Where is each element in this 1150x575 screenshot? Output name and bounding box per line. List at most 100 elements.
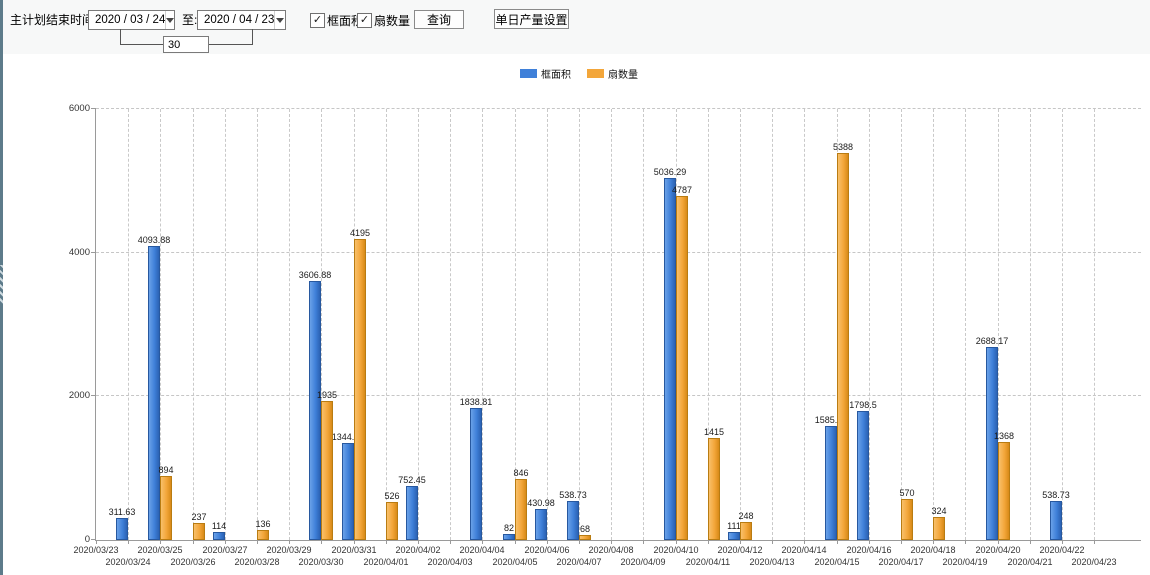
bar-value-label: 248 [738,511,754,521]
x-axis-tick [482,540,483,544]
bar-fan-count [998,442,1010,540]
x-gridline [386,109,387,540]
x-gridline [643,109,644,540]
bar-value-label: 4093.88 [137,235,171,245]
dropdown-arrow-button[interactable] [274,11,285,29]
x-axis-label: 2020/04/18 [910,545,956,555]
x-axis-label: 2020/04/22 [1039,545,1085,555]
y-axis-label: 0 [84,534,90,545]
y-axis-tick [91,539,96,540]
x-gridline [225,109,226,540]
x-axis-tick [515,540,516,544]
bar-frame-area [728,532,740,540]
checkbox-frame-area-label: 框面积 [327,14,364,28]
dropdown-arrow-icon [276,17,285,23]
bar-value-label: 5388 [832,142,854,152]
bar-value-label: 5036.29 [653,167,687,177]
bar-value-label: 324 [931,506,947,516]
chart-legend: 框面积 扇数量 [520,66,638,81]
x-axis-label: 2020/04/20 [975,545,1021,555]
bar-fan-count [579,535,591,540]
bar-value-label: 1415 [703,427,725,437]
x-gridline [998,109,999,540]
x-gridline [804,109,805,540]
x-axis-label: 2020/04/15 [814,557,860,567]
bar-value-label: 570 [899,488,915,498]
bar-value-label: 4787 [671,185,693,195]
bar-frame-area [470,408,482,540]
x-gridline [901,109,902,540]
bar-fan-count [901,499,913,540]
bar-value-label: 311.63 [108,507,136,517]
x-axis-label: 2020/04/16 [846,545,892,555]
x-axis-label: 2020/03/31 [331,545,377,555]
checkbox-fan-count[interactable] [357,13,372,28]
bar-value-label: 136 [255,519,271,529]
x-axis-tick [321,540,322,544]
x-axis-tick [676,540,677,544]
bar-fan-count [837,153,849,540]
x-axis-tick [418,540,419,544]
bar-value-label: 4195 [349,228,371,238]
query-button[interactable]: 查询 [414,10,464,29]
x-axis-label: 2020/04/04 [459,545,505,555]
dropdown-arrow-icon [166,17,175,23]
x-axis-label: 2020/04/11 [685,557,731,567]
x-axis-tick [547,540,548,544]
bar-value-label: 1368 [993,431,1015,441]
legend-label: 扇数量 [608,70,638,81]
x-axis-label: 2020/04/10 [653,545,699,555]
x-gridline [160,109,161,540]
x-axis-label: 2020/03/29 [266,545,312,555]
x-gridline [772,109,773,540]
x-gridline [257,109,258,540]
date-from-picker[interactable]: 2020 / 03 / 24 [88,10,175,30]
x-axis-label: 2020/04/13 [749,557,795,567]
x-axis-label: 2020/04/06 [524,545,570,555]
legend-label: 框面积 [541,70,571,81]
bar-value-label: 846 [513,468,529,478]
legend-item-fan-count: 扇数量 [587,66,638,81]
x-gridline [515,109,516,540]
connector-line [120,29,121,44]
x-gridline [418,109,419,540]
x-gridline [579,109,580,540]
x-axis-label: 2020/04/02 [395,545,441,555]
date-from-dropdown-button[interactable] [165,11,175,29]
x-axis-tick [354,540,355,544]
x-axis-label: 2020/04/14 [781,545,827,555]
x-gridline [547,109,548,540]
plot-area: 0 2000 4000 6000 2020/03/23 2020/03/24 2020/03… [69,103,1141,567]
x-axis-tick [998,540,999,544]
bar-value-label: 538.73 [559,490,587,500]
splitter-grip-icon[interactable] [0,265,3,305]
bar-frame-area [1050,501,1062,540]
bar-fan-count [193,523,205,540]
x-axis-label: 2020/03/25 [137,545,183,555]
x-axis-tick [160,540,161,544]
x-axis-tick [772,540,773,544]
checkbox-frame-area[interactable] [310,13,325,28]
date-to-picker[interactable]: 2020 / 04 / 23 [197,10,286,30]
x-axis-tick [386,540,387,544]
toolbar: 主计划结束时间: 2020 / 03 / 24 至: 2020 / 04 / 2… [0,0,1150,54]
checkbox-fan-count-label: 扇数量 [374,14,411,28]
daily-output-settings-button[interactable]: 单日产量设置 [494,9,569,29]
bar-value-label: 1344.95 [331,432,365,442]
x-axis-tick [740,540,741,544]
y-axis-label: 6000 [68,103,90,114]
bar-frame-area [342,443,354,540]
x-axis-label: 2020/03/27 [202,545,248,555]
legend-swatch-frame-area [520,69,537,78]
bar-value-label: 2688.17 [975,336,1009,346]
date-to-value: 2020 / 04 / 23 [204,14,275,26]
interval-days-input[interactable] [163,36,209,53]
bar-value-label: 430.98 [527,498,555,508]
x-gridline [321,109,322,540]
x-gridline [708,109,709,540]
y-gridline [96,395,1141,397]
x-axis-tick [804,540,805,544]
x-axis-tick [1094,540,1095,544]
bar-fan-count [933,517,945,540]
x-axis-tick [450,540,451,544]
